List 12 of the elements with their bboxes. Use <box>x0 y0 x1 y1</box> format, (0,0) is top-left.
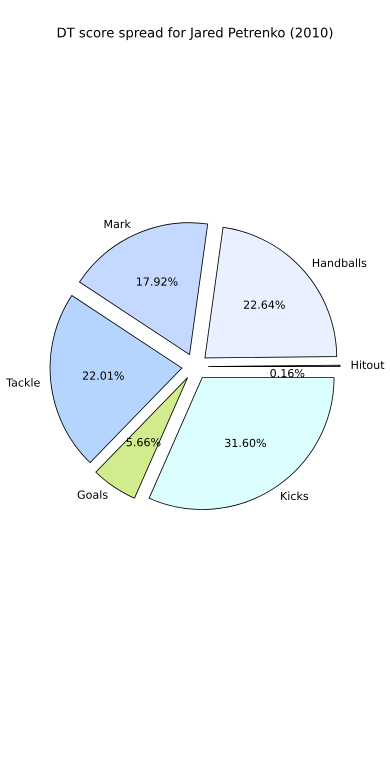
slice-label: Handballs <box>312 258 366 268</box>
slice-label: Mark <box>104 220 131 228</box>
data-label: 0.16% <box>270 368 304 378</box>
slice-label: Kicks <box>281 492 308 500</box>
data-label: 22.64% <box>244 300 285 309</box>
data-label: 22.01% <box>82 371 124 380</box>
data-label: 17.92% <box>136 277 178 286</box>
slice-label: Goals <box>78 490 108 499</box>
data-label: 31.60% <box>225 438 266 448</box>
chart-title: DT score spread for Jared Petrenko (2010) <box>58 27 332 40</box>
slice-label: Tackle <box>6 378 40 387</box>
slice-label: Hitout <box>352 360 384 370</box>
